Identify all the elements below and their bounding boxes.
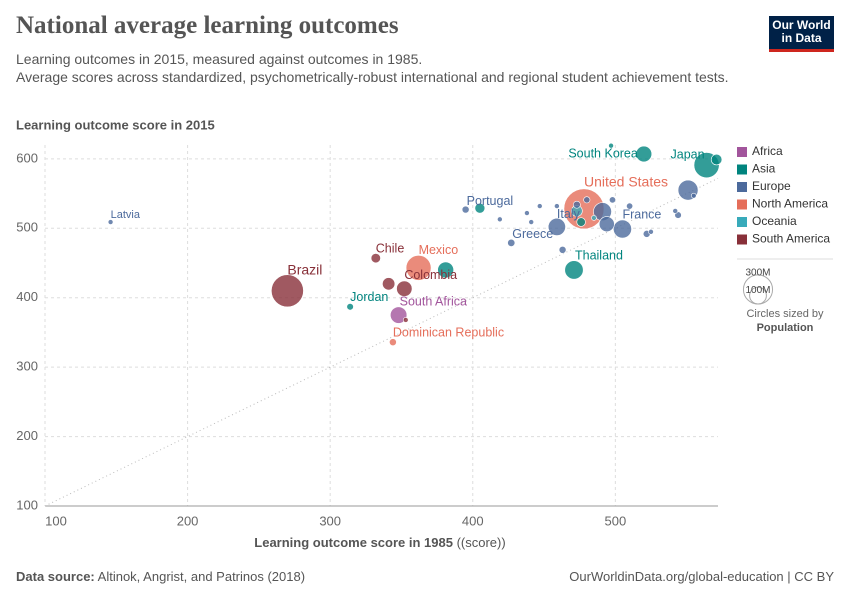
x-axis-unit: ((score)) [457, 535, 506, 550]
legend-swatch [737, 147, 747, 157]
size-legend-label: 100M [745, 285, 770, 296]
logo-line: Our World [772, 18, 831, 32]
footer: Data source: Altinok, Angrist, and Patri… [16, 569, 834, 584]
bubble [474, 202, 486, 214]
x-tick-label: 400 [462, 513, 484, 528]
legend-swatch [737, 234, 747, 245]
bubble [437, 261, 454, 279]
bubble [382, 277, 396, 291]
legend-swatch [737, 199, 747, 210]
bubble [564, 260, 584, 280]
size-legend-circle [749, 286, 767, 305]
legend-swatch [737, 164, 747, 175]
bubble [547, 217, 566, 236]
bubble [609, 196, 616, 204]
bubble [396, 280, 413, 297]
point-label: South Korea [568, 146, 638, 160]
source: Altinok, Angrist, and Patrinos (2018) [97, 569, 306, 584]
bubble [626, 202, 634, 210]
logo-line: in Data [781, 31, 822, 45]
bubble [536, 203, 543, 209]
logo[interactable]: Our World in Data [769, 16, 834, 52]
bubble [497, 216, 503, 223]
point-label: Greece [512, 227, 553, 241]
point-label: Brazil [287, 261, 322, 277]
bubble [461, 205, 470, 214]
size-legend-title: Circles sized by [746, 308, 824, 320]
point-label: Italy [557, 207, 581, 221]
bubble [370, 253, 381, 264]
point-label: United States [584, 174, 668, 190]
bubble [389, 338, 397, 347]
legend-label: Europe [752, 179, 791, 193]
bubble [690, 192, 697, 199]
x-axis-label: Learning outcome score in 1985 [254, 535, 453, 550]
bubble [524, 210, 530, 216]
y-tick-label: 400 [16, 289, 38, 304]
y-tick-label: 500 [16, 220, 38, 235]
bubble [271, 274, 304, 308]
point-label: Jordan [350, 290, 388, 304]
bubble [598, 216, 615, 233]
subtitle: Learning outcomes in 2015, measured agai… [16, 50, 736, 86]
bubble [608, 142, 614, 149]
x-tick-label: 500 [604, 513, 626, 528]
size-legend-variable: Population [757, 322, 814, 334]
bubble [558, 245, 567, 254]
bubble [572, 200, 581, 209]
point-label: Portugal [467, 194, 514, 208]
bubble [613, 219, 632, 239]
point-label: Mexico [419, 243, 459, 257]
point-label: Japan [671, 147, 705, 161]
bubble [576, 217, 586, 227]
point-label: Latvia [111, 209, 141, 221]
y-tick-label: 600 [16, 150, 38, 165]
point-label: South Africa [400, 294, 467, 308]
x-tick-label: 200 [177, 513, 199, 528]
legend-label: South America [752, 232, 830, 246]
point-label: Thailand [575, 248, 623, 262]
x-axis-title: Learning outcome score in 1985 ((score)) [254, 535, 505, 550]
bubble [507, 238, 516, 247]
chart-title: National average learning outcomes [16, 12, 399, 39]
bubble [648, 228, 654, 235]
legend-label: Oceania [752, 214, 797, 228]
bubble [591, 215, 597, 221]
bubble [583, 196, 591, 204]
bubble [402, 317, 409, 323]
legend-label: Africa [752, 144, 783, 158]
bubble [107, 219, 114, 225]
chart: Learning outcome score in 2015 Learning … [16, 117, 833, 550]
y-tick-label: 100 [16, 497, 38, 512]
bubble [346, 303, 354, 311]
source-url[interactable]: OurWorldinData.org/global-education | CC… [569, 569, 834, 584]
subtitle-line: Learning outcomes in 2015, measured agai… [16, 51, 423, 67]
point-label: Dominican Republic [393, 325, 504, 339]
bubble [635, 145, 653, 163]
point-label: Colombia [404, 268, 457, 282]
source-prefix: Data source: [16, 569, 95, 584]
legend-swatch [737, 217, 747, 227]
subtitle-line: Average scores across standardized, psyc… [16, 69, 729, 85]
legend-label: Asia [752, 162, 776, 176]
y-tick-label: 300 [16, 359, 38, 374]
bubble [672, 208, 679, 214]
bubble [390, 306, 408, 324]
y-tick-label: 200 [16, 428, 38, 443]
x-tick-label: 100 [45, 513, 67, 528]
size-legend-label: 300M [745, 268, 770, 279]
bubble [528, 219, 535, 225]
legend-swatch [737, 182, 747, 192]
point-label: Chile [376, 241, 405, 255]
point-label: France [622, 207, 661, 221]
reference-line [44, 177, 719, 507]
y-axis-title: Learning outcome score in 2015 [16, 117, 215, 132]
bubble [710, 153, 723, 166]
bubble [405, 255, 432, 281]
bubble [554, 203, 560, 209]
x-tick-label: 300 [319, 513, 341, 528]
legend-label: North America [752, 197, 828, 211]
